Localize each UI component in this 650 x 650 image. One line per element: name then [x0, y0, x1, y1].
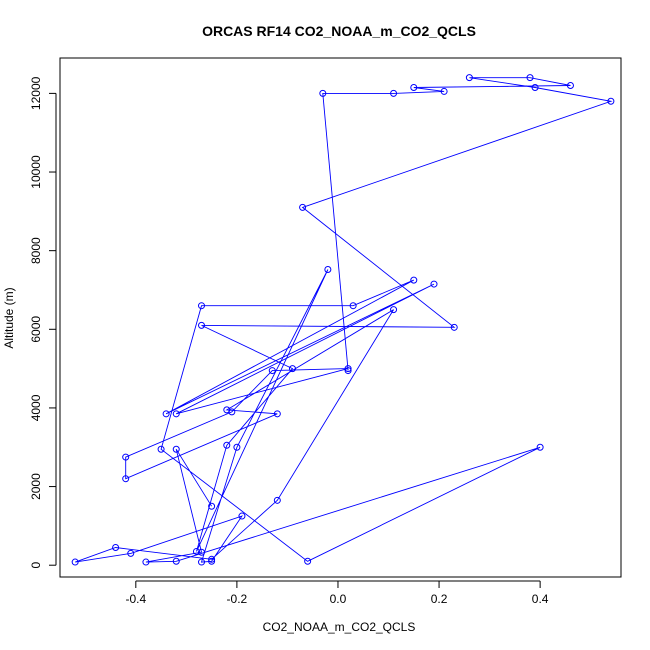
data-point: [349, 302, 357, 310]
data-point: [390, 306, 398, 314]
data-point: [71, 558, 79, 566]
data-point: [324, 266, 332, 274]
data-point: [142, 558, 150, 566]
data-point: [430, 280, 438, 288]
data-point: [208, 555, 216, 563]
data-point: [304, 557, 312, 565]
data-point: [157, 445, 165, 453]
data-point: [390, 89, 398, 97]
data-point: [208, 502, 216, 510]
data-point: [410, 83, 418, 91]
y-tick-label: 6000: [29, 316, 43, 343]
x-axis: -0.4 -0.2 0.0 0.2 0.4: [125, 580, 549, 606]
data-point: [172, 445, 180, 453]
data-point: [531, 83, 539, 91]
y-tick-label: 12000: [29, 76, 43, 110]
data-point: [127, 549, 135, 557]
data-point: [198, 302, 206, 310]
data-point: [273, 410, 281, 418]
data-point: [172, 557, 180, 565]
data-point: [122, 475, 130, 483]
y-tick-label: 10000: [29, 155, 43, 189]
data-point: [450, 323, 458, 331]
x-tick-label: 0.0: [330, 592, 347, 606]
data-point: [344, 367, 352, 375]
y-tick-label: 4000: [29, 394, 43, 421]
data-point: [344, 365, 352, 373]
data-point: [607, 97, 615, 105]
x-tick-label: -0.4: [125, 592, 146, 606]
data-point: [238, 512, 246, 520]
series-group: [71, 74, 615, 566]
data-point: [192, 547, 200, 555]
x-axis-label: CO2_NOAA_m_CO2_QCLS: [263, 620, 416, 634]
y-tick-label: 0: [29, 562, 43, 569]
data-point: [526, 74, 534, 82]
data-point: [198, 558, 206, 566]
data-point: [273, 496, 281, 504]
x-tick-label: 0.4: [532, 592, 549, 606]
data-point: [228, 408, 236, 416]
data-point: [112, 544, 120, 552]
data-point: [410, 276, 418, 284]
y-axis: 0 2000 4000 6000 8000 10000 12000: [29, 76, 57, 569]
data-point: [440, 87, 448, 95]
data-point: [198, 321, 206, 329]
data-point: [122, 453, 130, 461]
plot-frame: [59, 57, 622, 578]
data-point: [319, 89, 327, 97]
y-tick-label: 8000: [29, 237, 43, 264]
data-point: [268, 367, 276, 375]
data-point: [288, 365, 296, 373]
data-point: [299, 203, 307, 211]
data-point: [162, 410, 170, 418]
y-tick-label: 2000: [29, 473, 43, 500]
chart-title: ORCAS RF14 CO2_NOAA_m_CO2_QCLS: [202, 23, 476, 39]
x-tick-label: 0.2: [431, 592, 448, 606]
data-point: [198, 548, 206, 556]
series-line: [75, 77, 613, 563]
data-point: [566, 82, 574, 90]
y-axis-label: Altitude (m): [2, 287, 16, 348]
data-point: [465, 74, 473, 82]
data-point: [172, 410, 180, 418]
data-point: [208, 557, 216, 565]
data-point: [233, 443, 241, 451]
x-tick-label: -0.2: [227, 592, 248, 606]
data-point: [223, 441, 231, 449]
data-point: [536, 443, 544, 451]
